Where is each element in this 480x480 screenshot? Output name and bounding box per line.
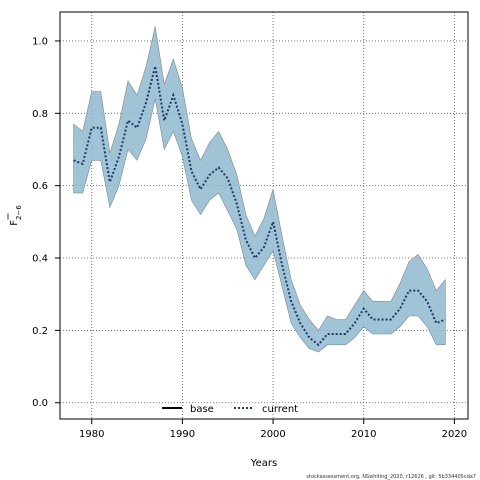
confidence-band <box>73 26 446 353</box>
svg-text:F2−6: F2−6 <box>9 205 23 226</box>
y-axis-title-subscript: 2−6 <box>15 205 23 220</box>
y-axis-ticks: 0.0 0.2 0.4 0.6 0.8 1.0 <box>32 36 60 409</box>
x-tick-label: 2020 <box>442 429 467 440</box>
x-tick-label: 1980 <box>79 429 104 440</box>
legend-label-current: current <box>262 404 298 415</box>
x-axis-title: Years <box>250 458 277 469</box>
y-tick-label: 0.4 <box>32 254 48 265</box>
y-tick-label: 0.0 <box>32 398 48 409</box>
series-lines <box>73 66 446 347</box>
series-line-current <box>73 66 446 347</box>
y-axis-title-main: F <box>9 220 20 226</box>
confidence-band-area <box>73 26 446 353</box>
y-tick-label: 0.2 <box>32 326 48 337</box>
grid-lines <box>60 12 468 419</box>
y-tick-label: 0.8 <box>32 109 48 120</box>
legend-label-base: base <box>190 404 214 415</box>
x-axis-ticks: 1980 1990 2000 2010 2020 <box>79 419 467 440</box>
y-tick-label: 0.6 <box>32 181 48 192</box>
legend: base current <box>162 404 298 415</box>
y-tick-label: 1.0 <box>32 36 48 47</box>
y-axis-title: F2−6 <box>7 205 23 226</box>
x-tick-label: 2000 <box>260 429 285 440</box>
caption: stockassessment.org, NSwhiting_2020, r12… <box>306 474 476 480</box>
x-tick-label: 2010 <box>351 429 376 440</box>
x-tick-label: 1990 <box>170 429 195 440</box>
plot-frame <box>59 11 469 420</box>
